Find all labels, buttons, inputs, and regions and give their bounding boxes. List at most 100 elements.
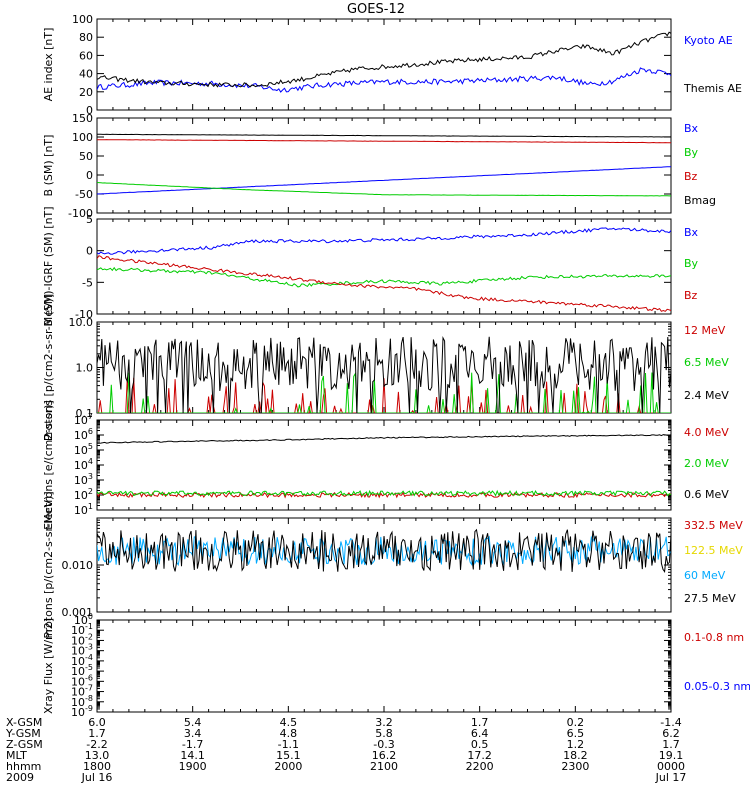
series-line-electrons-0	[97, 491, 671, 499]
ephemeris-cell: -2.2	[86, 738, 107, 751]
y-axis-label: Protons [p/(cm2-s-sr-MeV)]	[42, 294, 55, 441]
y-axis-label: Electrons [e/(cm2-s-sr)]	[42, 400, 55, 530]
ephemeris-cell: 2300	[561, 760, 589, 773]
series-line-protons1-2	[97, 335, 671, 413]
ephemeris-cell: 6.4	[471, 727, 489, 740]
y-tick-label: 10-8	[71, 694, 93, 709]
series-group	[97, 31, 671, 93]
panel-frame	[96, 218, 672, 315]
y-tick-label: -100	[68, 207, 93, 220]
y-tick-label: 0	[86, 104, 93, 117]
y-tick-label: 10-4	[71, 653, 93, 668]
panel-protons1: 0.1 1.0 10.0 Protons [p/(cm2-s-sr-MeV)] 12 M…	[42, 294, 729, 441]
y-tick-exponent: 5	[88, 442, 93, 451]
legend-protons1-2: 2.4 MeV	[684, 389, 729, 402]
series-line-bsm-3	[97, 133, 671, 138]
ephemeris-row-label: 2009	[6, 771, 34, 784]
y-tick-base: 10	[71, 706, 85, 719]
panel-frame	[96, 619, 672, 713]
y-tick-label: 10.0	[69, 316, 94, 329]
y-tick-base: 10	[71, 686, 85, 699]
y-tick-base: 10	[71, 634, 85, 647]
y-tick-base: 10	[74, 459, 88, 472]
chart-title: GOES-12	[347, 2, 405, 17]
legend-ae-1: Themis AE	[683, 82, 742, 95]
y-axis-label: B (SM)-IGRF (SM) [nT]	[42, 206, 55, 326]
panel-protons2: 0.001 0.010 Protons [p/(cm2-s-sr-MeV)] 332.…	[42, 491, 743, 638]
ephemeris-row-label: Y-GSM	[5, 727, 41, 740]
ephemeris-cell: 5.8	[375, 727, 393, 740]
ephemeris-cell: 15.1	[276, 749, 301, 762]
ephemeris-cell: 0000	[657, 760, 685, 773]
panel-xray: 10-910-810-710-610-510-410-310-210-1100X…	[42, 612, 750, 719]
ephemeris-cell: 2000	[274, 760, 302, 773]
ephemeris-row-label: X-GSM	[6, 716, 42, 729]
ephemeris-cell: 6.0	[88, 716, 106, 729]
y-tick-exponent: 6	[88, 427, 93, 436]
y-tick-label: 60	[79, 49, 93, 62]
y-tick-label: 80	[79, 31, 93, 44]
ephemeris-cell: 5.4	[184, 716, 202, 729]
y-tick-base: 10	[74, 429, 88, 442]
series-line-ae-1	[97, 31, 671, 88]
y-tick-exponent: 7	[88, 412, 93, 421]
legend-electrons-0: 4.0 MeV	[684, 426, 729, 439]
legend-bsm-1: By	[684, 146, 699, 159]
y-tick-label: 105	[74, 442, 93, 457]
y-tick-base: 10	[71, 655, 85, 668]
y-tick-exponent: -9	[85, 704, 93, 713]
ephemeris-cell: 14.1	[180, 749, 205, 762]
ephemeris-cell: 0.5	[471, 738, 489, 751]
y-tick-label: 50	[79, 150, 93, 163]
legend-bigrf-1: By	[684, 257, 699, 270]
legend-protons2-1: 122.5 MeV	[684, 544, 743, 557]
y-tick-label: 100	[72, 131, 93, 144]
y-tick-label: 107	[74, 412, 93, 427]
ephemeris-cell: 17.2	[467, 749, 492, 762]
y-tick-exponent: -8	[85, 694, 93, 703]
y-tick-label: 100	[72, 13, 93, 26]
series-line-bigrf-0	[97, 227, 671, 255]
series-group	[97, 434, 671, 499]
legend-xray-0: 0.1-0.8 nm	[684, 631, 744, 644]
y-tick-exponent: 3	[88, 472, 93, 481]
y-tick-base: 10	[71, 645, 85, 658]
ephemeris-cell: 1800	[83, 760, 111, 773]
y-tick-base: 10	[74, 474, 88, 487]
series-line-bsm-2	[97, 139, 671, 144]
ephemeris-cell: 4.5	[280, 716, 298, 729]
ephemeris-cell: 2200	[466, 760, 494, 773]
y-tick-label: 20	[79, 86, 93, 99]
ephemeris-cell: 1.7	[88, 727, 106, 740]
ephemeris-cell: 19.1	[659, 749, 684, 762]
ephemeris-cell: -1.4	[660, 716, 681, 729]
y-tick-exponent: -6	[85, 673, 93, 682]
ephemeris-row-label: Z-GSM	[6, 738, 43, 751]
y-axis-label: AE index [nT]	[42, 28, 55, 102]
ephemeris-cell: 2100	[370, 760, 398, 773]
panel-bsm: -100 -50 0 50 100 150 B (SM) [nT] Bx By Bz Bmag	[42, 112, 716, 220]
ephemeris-cell: 1.7	[471, 716, 489, 729]
legend-bsm-0: Bx	[684, 122, 699, 135]
ephemeris-cell: 3.4	[184, 727, 202, 740]
series-line-ae-0	[97, 67, 671, 93]
panel-frame	[96, 517, 672, 613]
panel-bigrf: -10 -5 0 5 B (SM)-IGRF (SM) [nT] Bx By Bz	[42, 206, 699, 326]
y-tick-label: -50	[75, 188, 93, 201]
series-group	[97, 528, 671, 573]
y-tick-label: 10-9	[71, 704, 93, 719]
y-tick-base: 10	[71, 665, 85, 678]
y-tick-label: 101	[74, 502, 93, 517]
y-tick-label: 0.001	[62, 606, 94, 619]
y-tick-exponent: 1	[88, 502, 93, 511]
ephemeris-row-label: MLT	[6, 749, 27, 762]
y-tick-label: 100	[74, 612, 93, 627]
y-axis-label: Protons [p/(cm2-s-sr-MeV)]	[42, 491, 55, 638]
y-tick-exponent: 2	[88, 487, 93, 496]
series-group	[97, 335, 671, 413]
legend-bsm-2: Bz	[684, 170, 698, 183]
y-tick-exponent: 4	[88, 457, 93, 466]
ephemeris-cell: 18.2	[563, 749, 588, 762]
ephemeris-cell: 13.0	[85, 749, 110, 762]
panel-ae: 0 20 40 60 80 100 AE index [nT] Kyoto AE Themis …	[42, 13, 742, 117]
